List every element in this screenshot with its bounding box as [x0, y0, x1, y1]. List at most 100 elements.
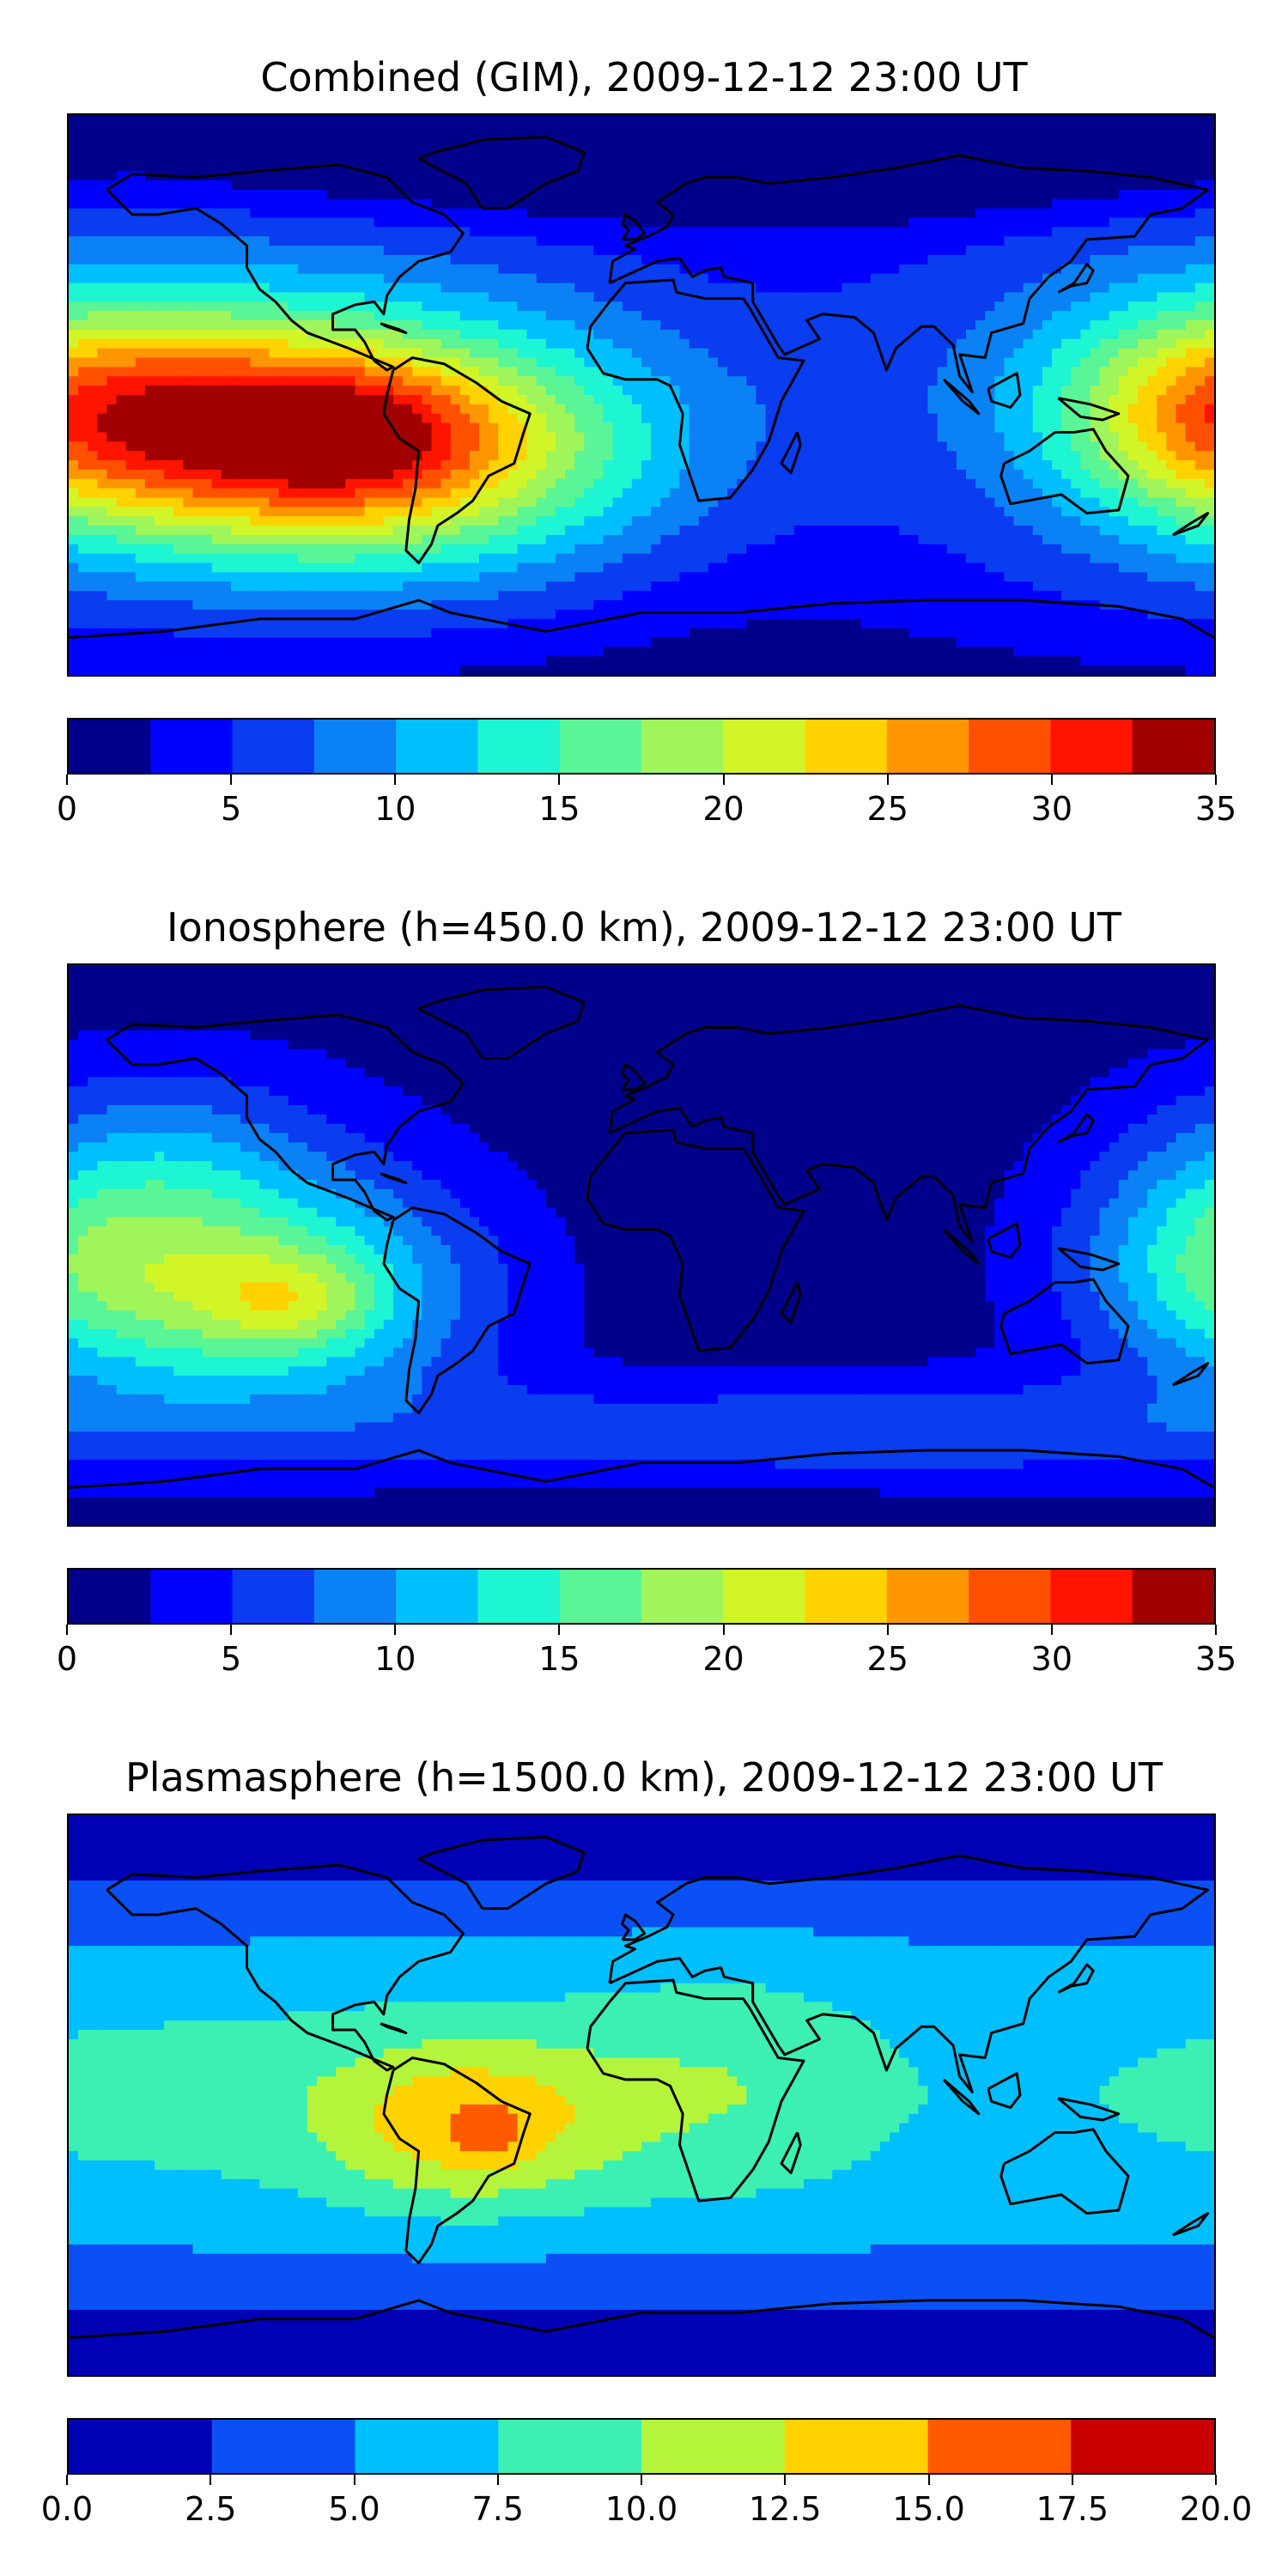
- tec-cell: [78, 124, 88, 135]
- tec-cell: [125, 320, 137, 331]
- tec-cell: [116, 432, 127, 442]
- tec-cell: [660, 133, 671, 144]
- tec-cell: [860, 283, 872, 294]
- tec-cell: [392, 367, 404, 377]
- tec-cell: [622, 283, 633, 294]
- tec-cell: [908, 395, 919, 405]
- tec-cell: [412, 338, 422, 349]
- tec-cell: [1157, 338, 1168, 349]
- tec-cell: [479, 311, 489, 321]
- tec-cell: [1194, 329, 1206, 340]
- tec-cell: [440, 208, 452, 219]
- tec-cell: [1185, 198, 1196, 210]
- tec-cell: [793, 273, 805, 284]
- tec-cell: [651, 189, 661, 200]
- tec-cell: [918, 246, 929, 256]
- tec-cell: [651, 236, 661, 246]
- tec-cell: [584, 376, 595, 386]
- tec-cell: [202, 236, 213, 246]
- tec-cell: [183, 338, 194, 349]
- tec-cell: [1061, 227, 1072, 237]
- tec-cell: [765, 478, 776, 489]
- tec-cell: [317, 283, 327, 294]
- tec-cell: [297, 189, 308, 200]
- tec-cell: [288, 413, 299, 424]
- tec-cell: [565, 395, 575, 405]
- tec-cell: [269, 152, 280, 162]
- tec-cell: [536, 283, 547, 294]
- tec-cell: [698, 338, 709, 349]
- tec-cell: [1109, 133, 1120, 144]
- tec-cell: [1071, 152, 1081, 162]
- tec-cell: [1080, 273, 1091, 284]
- tec-cell: [422, 395, 433, 405]
- tec-cell: [498, 488, 508, 499]
- tec-cell: [412, 236, 422, 246]
- tec-cell: [97, 497, 108, 507]
- tec-cell: [679, 386, 690, 396]
- tec-cell: [908, 422, 919, 434]
- tec-cell: [574, 404, 585, 415]
- tec-cell: [832, 422, 843, 434]
- tec-cell: [689, 143, 700, 154]
- tec-cell: [823, 395, 833, 405]
- tec-cell: [555, 497, 566, 507]
- tec-cell: [1194, 488, 1206, 499]
- tec-cell: [345, 264, 356, 275]
- tec-cell: [526, 283, 538, 294]
- tec-cell: [1194, 246, 1206, 256]
- tec-cell: [737, 367, 747, 377]
- tec-cell: [1176, 386, 1187, 396]
- tec-cell: [211, 367, 222, 377]
- tec-cell: [784, 198, 795, 210]
- tec-cell: [1166, 395, 1177, 405]
- tec-cell: [507, 189, 519, 200]
- tec-cell: [1138, 441, 1148, 452]
- tec-cell: [211, 386, 222, 396]
- tec-cell: [841, 208, 853, 219]
- tec-cell: [832, 488, 843, 499]
- tec-cell: [240, 171, 251, 181]
- tec-cell: [202, 338, 213, 349]
- tec-cell: [507, 273, 519, 284]
- tec-cell: [106, 357, 118, 368]
- tec-cell: [879, 311, 890, 321]
- tec-cell: [155, 255, 165, 265]
- tec-cell: [173, 413, 184, 424]
- tec-cell: [698, 152, 709, 162]
- tec-cell: [183, 386, 194, 396]
- tec-cell: [756, 189, 767, 200]
- tec-cell: [756, 255, 767, 265]
- tec-cell: [679, 301, 690, 312]
- tec-cell: [670, 292, 681, 302]
- tec-cell: [489, 227, 499, 237]
- tec-cell: [155, 441, 165, 452]
- tec-cell: [803, 478, 814, 489]
- tec-cell: [345, 386, 356, 396]
- tec-cell: [841, 432, 853, 442]
- tec-cell: [1099, 376, 1110, 386]
- tec-cell: [278, 488, 289, 499]
- tec-cell: [1004, 161, 1015, 172]
- tec-cell: [450, 227, 461, 237]
- tec-cell: [1166, 264, 1177, 275]
- tec-cell: [1042, 133, 1053, 144]
- tec-cell: [1157, 161, 1168, 172]
- tec-cell: [355, 255, 366, 265]
- tec-cell: [1032, 180, 1043, 191]
- tec-cell: [202, 460, 213, 471]
- tec-cell: [994, 338, 1005, 349]
- tec-cell: [651, 273, 661, 284]
- tec-cell: [221, 133, 232, 144]
- tec-cell: [97, 283, 108, 294]
- tec-cell: [230, 255, 241, 265]
- tec-cell: [746, 133, 756, 144]
- tec-cell: [1138, 357, 1148, 368]
- tec-cell: [813, 478, 823, 489]
- tec-cell: [1204, 171, 1214, 181]
- tec-cell: [1099, 143, 1110, 154]
- tec-cell: [793, 404, 805, 415]
- tec-cell: [555, 301, 566, 312]
- tec-cell: [879, 395, 890, 405]
- tec-cell: [202, 311, 213, 321]
